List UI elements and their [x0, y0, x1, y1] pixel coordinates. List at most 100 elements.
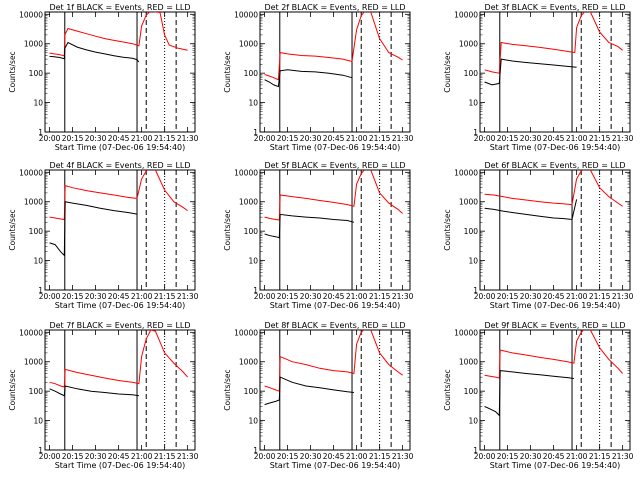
y-tick-label: 10 — [33, 417, 43, 426]
x-tick-label: 21:00 — [566, 134, 588, 143]
panel-1: Det 1f BLACK = Events, RED = LLD 1 10 100 10… — [8, 3, 199, 152]
x-tick-label: 20:30 — [300, 452, 322, 461]
x-tick-label: 20:00 — [474, 134, 496, 143]
x-tick-label: 21:00 — [131, 292, 153, 301]
y-tick-label: 1 — [473, 446, 478, 455]
series-events-line — [484, 370, 574, 417]
y-tick-label: 10000 — [234, 168, 258, 177]
plot-frame — [44, 329, 196, 451]
y-tick-label: 1 — [253, 128, 258, 137]
x-tick-label: 21:00 — [131, 134, 153, 143]
plot-frame — [479, 11, 631, 133]
x-tick-label: 20:00 — [474, 452, 496, 461]
y-tick-label: 1 — [473, 286, 478, 295]
series-lld-line — [49, 12, 188, 57]
y-axis-label: Counts/sec — [443, 51, 452, 92]
series-lld-line — [49, 170, 188, 221]
y-tick-label: 10 — [33, 99, 43, 108]
x-tick-label: 21:00 — [346, 292, 368, 301]
x-tick-label: 20:45 — [323, 292, 345, 301]
x-tick-label: 20:00 — [39, 292, 61, 301]
x-axis-label: Start Time (07-Dec-06 19:54:40) — [270, 143, 401, 152]
series-lld-line — [264, 170, 403, 221]
plot-frame — [44, 11, 196, 133]
panel-3: Det 3f BLACK = Events, RED = LLD 1 10 100 10… — [443, 3, 634, 152]
y-tick-label: 10 — [248, 257, 258, 266]
panel-7: Det 7f BLACK = Events, RED = LLD 1 10 100 10… — [8, 321, 199, 470]
x-tick-label: 20:45 — [543, 452, 565, 461]
panel-title: Det 7f BLACK = Events, RED = LLD — [49, 321, 190, 330]
y-tick-label: 10000 — [19, 328, 43, 337]
x-tick-label: 21:15 — [369, 134, 391, 143]
panel-title: Det 1f BLACK = Events, RED = LLD — [49, 3, 190, 12]
series-events-line — [49, 385, 139, 397]
panel-2: Det 2f BLACK = Events, RED = LLD 1 10 100 10… — [223, 3, 414, 152]
y-tick-label: 100 — [29, 227, 44, 236]
y-tick-label: 100 — [244, 69, 259, 78]
x-tick-label: 20:30 — [300, 134, 322, 143]
panel-9: Det 9f BLACK = Events, RED = LLD 1 10 100 10… — [443, 321, 634, 470]
panel-5: Det 5f BLACK = Events, RED = LLD 1 10 100 10… — [223, 161, 414, 310]
panel-title: Det 2f BLACK = Events, RED = LLD — [264, 3, 405, 12]
x-tick-label: 21:30 — [392, 452, 414, 461]
y-tick-label: 100 — [464, 69, 479, 78]
x-tick-label: 20:15 — [277, 134, 299, 143]
y-axis-label: Counts/sec — [443, 369, 452, 410]
y-tick-label: 1 — [38, 446, 43, 455]
x-tick-label: 21:00 — [566, 452, 588, 461]
x-tick-label: 20:00 — [39, 134, 61, 143]
x-tick-label: 20:30 — [300, 292, 322, 301]
panel-title: Det 5f BLACK = Events, RED = LLD — [264, 161, 405, 170]
y-tick-label: 1000 — [24, 198, 43, 207]
y-axis-label: Counts/sec — [8, 209, 17, 250]
x-tick-label: 20:00 — [474, 292, 496, 301]
series-lld-line — [484, 12, 623, 74]
series-events-line — [484, 199, 578, 221]
x-tick-label: 21:00 — [131, 452, 153, 461]
x-tick-label: 20:30 — [85, 292, 107, 301]
y-tick-label: 10000 — [454, 10, 478, 19]
panel-title: Det 3f BLACK = Events, RED = LLD — [484, 3, 625, 12]
x-tick-label: 21:00 — [566, 292, 588, 301]
x-tick-label: 21:15 — [369, 452, 391, 461]
y-axis-label: Counts/sec — [223, 209, 232, 250]
y-axis-label: Counts/sec — [223, 51, 232, 92]
x-tick-label: 20:30 — [85, 452, 107, 461]
x-tick-label: 20:15 — [62, 452, 84, 461]
y-tick-label: 10000 — [19, 168, 43, 177]
panel-title: Det 4f BLACK = Events, RED = LLD — [49, 161, 190, 170]
x-tick-label: 20:00 — [254, 134, 276, 143]
y-tick-label: 100 — [244, 387, 259, 396]
x-tick-label: 20:45 — [543, 134, 565, 143]
plot-frame — [479, 169, 631, 291]
plot-frame — [259, 329, 411, 451]
series-events-line — [264, 213, 355, 239]
x-tick-label: 20:15 — [277, 292, 299, 301]
x-tick-label: 21:15 — [154, 134, 176, 143]
x-tick-label: 21:30 — [392, 134, 414, 143]
x-tick-label: 20:45 — [323, 452, 345, 461]
x-tick-label: 20:15 — [497, 292, 519, 301]
y-tick-label: 1000 — [459, 40, 478, 49]
x-axis-label: Start Time (07-Dec-06 19:54:40) — [55, 143, 186, 152]
plot-frame — [479, 329, 631, 451]
y-tick-label: 10 — [468, 257, 478, 266]
y-tick-label: 1 — [473, 128, 478, 137]
plot-frame — [259, 169, 411, 291]
x-tick-label: 21:30 — [612, 134, 634, 143]
panel-title: Det 6f BLACK = Events, RED = LLD — [484, 161, 625, 170]
x-tick-label: 20:15 — [497, 452, 519, 461]
x-axis-label: Start Time (07-Dec-06 19:54:40) — [490, 461, 621, 470]
x-axis-label: Start Time (07-Dec-06 19:54:40) — [490, 301, 621, 310]
x-tick-label: 20:45 — [108, 292, 130, 301]
series-events-line — [49, 41, 140, 63]
x-axis-label: Start Time (07-Dec-06 19:54:40) — [55, 301, 186, 310]
x-tick-label: 21:15 — [369, 292, 391, 301]
x-tick-label: 20:15 — [277, 452, 299, 461]
series-events-line — [264, 69, 353, 88]
y-tick-label: 1 — [38, 128, 43, 137]
x-tick-label: 20:45 — [323, 134, 345, 143]
y-axis-label: Counts/sec — [8, 369, 17, 410]
x-tick-label: 20:30 — [520, 452, 542, 461]
